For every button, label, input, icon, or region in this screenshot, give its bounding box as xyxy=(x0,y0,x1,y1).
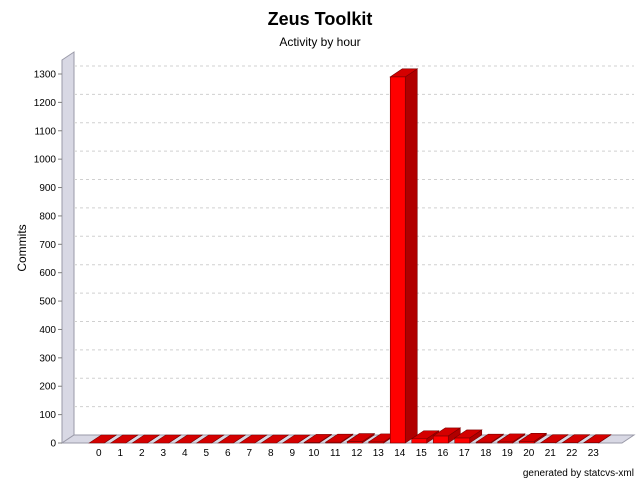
y-tick-label: 100 xyxy=(39,410,56,421)
bar-hour-14 xyxy=(389,68,419,444)
bar-top xyxy=(324,433,354,443)
bar-hour-5 xyxy=(195,434,225,444)
bar-top xyxy=(109,434,139,444)
x-tick-label: 8 xyxy=(268,448,274,459)
bar-hour-7 xyxy=(238,434,268,444)
x-tick-label: 9 xyxy=(289,448,295,459)
y-tick-label: 700 xyxy=(39,240,56,251)
bar-hour-21 xyxy=(539,434,569,444)
bar-hour-6 xyxy=(217,434,247,444)
footer-credit: generated by statcvs-xml xyxy=(523,468,634,479)
y-tick-label: 300 xyxy=(39,353,56,364)
x-tick-label: 14 xyxy=(394,448,406,459)
bar-top xyxy=(539,434,569,444)
bar-front xyxy=(454,437,471,444)
bar-top xyxy=(561,434,591,444)
x-tick-label: 0 xyxy=(96,448,102,459)
bar-hour-3 xyxy=(152,434,182,444)
x-tick-label: 13 xyxy=(373,448,385,459)
x-tick-label: 2 xyxy=(139,448,145,459)
plot-back-wall xyxy=(74,52,634,435)
bar-hour-16 xyxy=(432,427,462,444)
x-tick-label: 19 xyxy=(502,448,514,459)
bar-front xyxy=(411,438,428,444)
y-tick-label: 600 xyxy=(39,268,56,279)
bar-front xyxy=(432,435,449,444)
chart-subtitle: Activity by hour xyxy=(279,35,360,49)
y-tick-label: 400 xyxy=(39,325,56,336)
bar-hour-9 xyxy=(281,434,311,444)
bar-top xyxy=(217,434,247,444)
bar-hour-11 xyxy=(324,433,354,444)
x-tick-label: 12 xyxy=(351,448,363,459)
bar-top xyxy=(303,434,333,443)
bar-top xyxy=(582,434,612,444)
bar-top xyxy=(260,434,290,444)
bar-top xyxy=(475,433,505,443)
plot-left-wall xyxy=(61,51,75,444)
x-tick-label: 5 xyxy=(203,448,209,459)
bar-top xyxy=(453,429,483,439)
bar-hour-22 xyxy=(561,434,591,444)
x-tick-label: 7 xyxy=(246,448,252,459)
bar-top xyxy=(195,434,225,444)
y-tick-label: 0 xyxy=(50,439,56,450)
bar-top xyxy=(131,434,161,444)
y-tick-label: 800 xyxy=(39,211,56,222)
bar-hour-15 xyxy=(410,430,440,444)
x-tick-label: 22 xyxy=(566,448,578,459)
bar-top xyxy=(432,427,462,437)
x-tick-label: 23 xyxy=(588,448,600,459)
bar-hour-19 xyxy=(496,433,526,444)
x-tick-label: 10 xyxy=(308,448,320,459)
bar-hour-4 xyxy=(174,434,204,444)
bar-top xyxy=(281,434,311,444)
bar-hour-17 xyxy=(453,429,483,444)
x-tick-label: 21 xyxy=(545,448,557,459)
y-tick-label: 1200 xyxy=(34,98,57,109)
bar-top xyxy=(518,432,548,442)
bar-top xyxy=(238,434,268,444)
y-tick-label: 200 xyxy=(39,382,56,393)
x-tick-label: 4 xyxy=(182,448,188,459)
bar-hour-23 xyxy=(582,434,612,444)
x-tick-label: 20 xyxy=(523,448,535,459)
y-tick-label: 1000 xyxy=(34,155,57,166)
bar-hour-8 xyxy=(260,434,290,444)
chart-title: Zeus Toolkit xyxy=(268,9,373,29)
x-tick-label: 16 xyxy=(437,448,449,459)
bar-top xyxy=(496,433,526,443)
y-tick-label: 900 xyxy=(39,183,56,194)
bar-hour-18 xyxy=(475,433,505,444)
bar-hour-10 xyxy=(303,433,333,444)
x-tick-label: 11 xyxy=(330,448,341,459)
bar-hour-20 xyxy=(518,432,548,444)
bar-top xyxy=(174,434,204,444)
bar-top xyxy=(152,434,182,444)
y-tick-label: 1300 xyxy=(34,70,57,81)
bar-top xyxy=(88,434,118,444)
x-tick-label: 3 xyxy=(160,448,166,459)
x-tick-label: 17 xyxy=(459,448,471,459)
bar-top xyxy=(389,68,419,78)
bar-hour-12 xyxy=(346,433,376,444)
x-tick-label: 1 xyxy=(117,448,123,459)
y-tick-label: 1100 xyxy=(34,126,56,137)
bar-front xyxy=(389,76,406,444)
x-tick-label: 18 xyxy=(480,448,492,459)
bar-top xyxy=(346,433,376,442)
bar-top xyxy=(410,430,440,440)
y-axis-label: Commits xyxy=(15,224,29,271)
plot-area: 0100200300400500600700800900100011001200… xyxy=(34,51,636,459)
bar-hour-1 xyxy=(109,434,139,444)
x-tick-label: 15 xyxy=(416,448,428,459)
y-tick-label: 500 xyxy=(39,297,56,308)
bar-hour-0 xyxy=(88,434,118,444)
bar-hour-2 xyxy=(131,434,161,444)
x-tick-label: 6 xyxy=(225,448,231,459)
bar-side xyxy=(404,68,418,444)
